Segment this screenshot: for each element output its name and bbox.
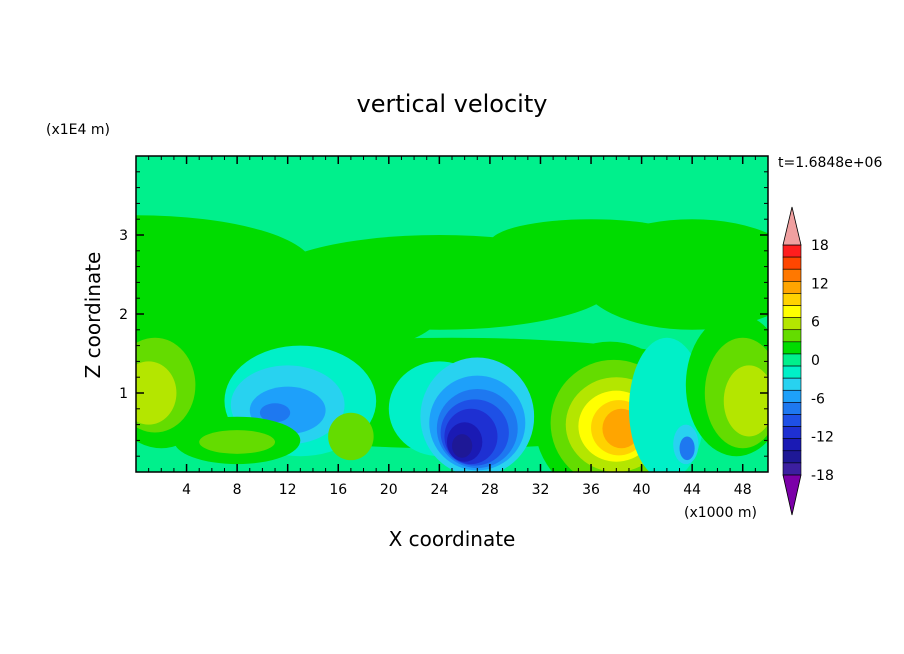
x-tick-label: 4 [182, 482, 191, 498]
y-tick-label: 2 [119, 307, 128, 323]
colorbar-label: 6 [811, 315, 820, 331]
x-tick-label: 40 [633, 482, 651, 498]
colorbar-label: 12 [811, 276, 829, 292]
chart-title: vertical velocity [357, 90, 548, 118]
x-tick-label: 20 [380, 482, 398, 498]
contour-region-14 [199, 430, 276, 454]
colorbar-box [782, 293, 802, 306]
colorbar-box [782, 281, 802, 294]
colorbar-box [782, 329, 802, 343]
y-units-label: (x1E4 m) [46, 122, 110, 138]
colorbar-label: 18 [811, 238, 829, 254]
x-units-label: (x1000 m) [684, 505, 757, 521]
y-axis-label: Z coordinate [81, 252, 105, 379]
x-tick-label: 36 [582, 482, 600, 498]
x-tick-label: 8 [233, 482, 242, 498]
x-tick-label: 16 [329, 482, 347, 498]
colorbar-box [782, 353, 802, 367]
contour-region-4 [489, 219, 693, 267]
contour-region-35 [723, 365, 768, 437]
y-tick-label: 3 [119, 228, 128, 244]
contour-regions [136, 215, 768, 472]
contour-region-9 [259, 403, 291, 423]
x-tick-label: 44 [683, 482, 701, 498]
time-label: t=1.6848e+06 [778, 155, 882, 171]
x-axis-label: X coordinate [389, 527, 516, 551]
colorbar-box [782, 389, 802, 403]
colorbar-box [782, 450, 802, 464]
colorbar-box [782, 462, 802, 476]
x-tick-label: 28 [481, 482, 499, 498]
colorbar-box [782, 244, 802, 258]
x-tick-label: 48 [734, 482, 752, 498]
x-tick-label: 32 [532, 482, 550, 498]
colorbar-box [782, 365, 802, 379]
colorbar-label: -18 [811, 468, 834, 484]
colorbar-box [782, 402, 802, 415]
colorbar-box [782, 438, 802, 452]
colorbar-box [782, 268, 802, 282]
colorbar-box [782, 341, 802, 355]
colorbar-box [782, 317, 802, 331]
y-tick-label: 1 [119, 386, 128, 402]
x-tick-label: 24 [430, 482, 448, 498]
colorbar-label: -12 [811, 430, 834, 446]
x-axis-ticks: 4 8 12 16 20 24 28 32 36 40 44 48 [148, 156, 756, 498]
colorbar-box [782, 377, 802, 391]
colorbar-min-arrow [782, 474, 802, 516]
contour-region-23 [452, 434, 473, 458]
colorbar-box [782, 426, 802, 439]
colorbar-box [782, 256, 802, 270]
y-axis-ticks: 1 2 3 [119, 171, 768, 457]
colorbar-box [782, 305, 802, 318]
contour-region-12 [136, 361, 177, 425]
colorbar-max-arrow [782, 206, 802, 246]
colorbar-label: 0 [811, 353, 820, 369]
colorbar: 18 12 6 0 -6 -12 -18 [782, 206, 834, 516]
plot-area: 4 8 12 16 20 24 28 32 36 40 44 48 123 [119, 155, 769, 498]
contour-region-32 [679, 436, 695, 461]
x-tick-label: 12 [279, 482, 297, 498]
contour-region-15 [328, 412, 374, 461]
colorbar-box [782, 414, 802, 427]
colorbar-label: -6 [811, 391, 825, 407]
